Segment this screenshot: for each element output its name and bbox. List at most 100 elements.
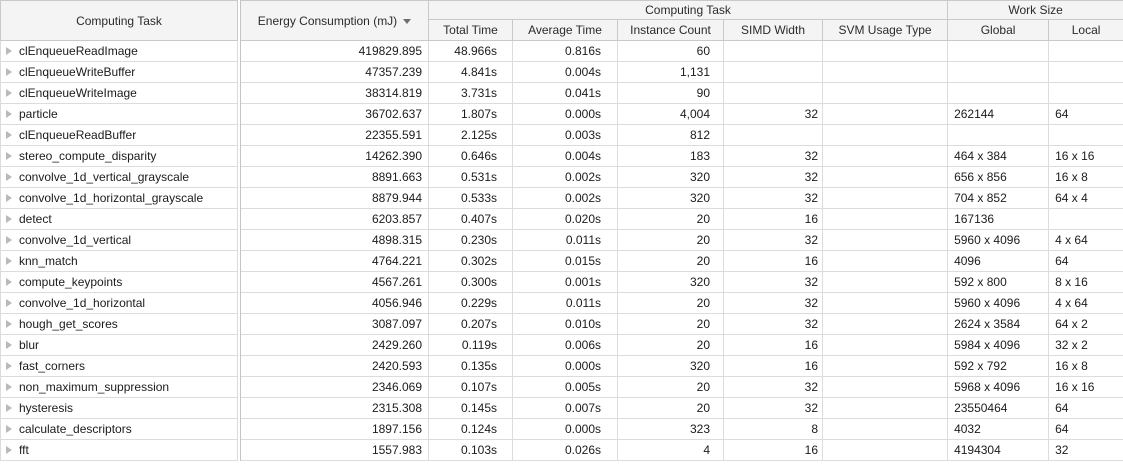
task-name-cell[interactable]: detect bbox=[0, 208, 238, 230]
task-name-cell[interactable]: stereo_compute_disparity bbox=[0, 145, 238, 167]
table-row[interactable]: clEnqueueReadImage 419829.895 48.966s 0.… bbox=[0, 40, 1123, 62]
task-name-cell[interactable]: convolve_1d_horizontal bbox=[0, 292, 238, 314]
local-work-size-cell: 16 x 16 bbox=[1048, 376, 1123, 398]
task-name-cell[interactable]: clEnqueueWriteImage bbox=[0, 82, 238, 104]
total-time-cell: 3.731s bbox=[428, 82, 513, 104]
expand-row-icon[interactable] bbox=[6, 215, 12, 223]
expand-row-icon[interactable] bbox=[6, 131, 12, 139]
simd-width-cell: 32 bbox=[723, 145, 823, 167]
group-header-computing-task: Computing Task bbox=[427, 0, 949, 20]
svm-usage-type-cell bbox=[821, 271, 949, 293]
task-name-cell[interactable]: particle bbox=[0, 103, 238, 125]
expand-row-icon[interactable] bbox=[6, 341, 12, 349]
expand-row-icon[interactable] bbox=[6, 68, 12, 76]
instance-count-cell: 183 bbox=[617, 145, 724, 167]
column-header-total-time[interactable]: Total Time bbox=[428, 19, 513, 41]
task-name-cell[interactable]: clEnqueueReadBuffer bbox=[0, 124, 238, 146]
task-name-label: particle bbox=[19, 107, 58, 121]
task-name-cell[interactable]: convolve_1d_horizontal_grayscale bbox=[0, 187, 238, 209]
table-row[interactable]: calculate_descriptors 1897.156 0.124s 0.… bbox=[0, 418, 1123, 440]
task-name-cell[interactable]: blur bbox=[0, 334, 238, 356]
table-row[interactable]: detect 6203.857 0.407s 0.020s 20 16 1671… bbox=[0, 208, 1123, 230]
table-row[interactable]: fast_corners 2420.593 0.135s 0.000s 320 … bbox=[0, 355, 1123, 377]
column-header-instance-count[interactable]: Instance Count bbox=[617, 19, 724, 41]
column-header-global[interactable]: Global bbox=[947, 19, 1050, 41]
total-time-cell: 0.229s bbox=[428, 292, 513, 314]
expand-row-icon[interactable] bbox=[6, 110, 12, 118]
local-work-size-cell: 32 x 2 bbox=[1048, 334, 1123, 356]
instance-count-cell: 20 bbox=[617, 313, 724, 335]
column-header-simd-width[interactable]: SIMD Width bbox=[723, 19, 823, 41]
task-name-cell[interactable]: convolve_1d_vertical_grayscale bbox=[0, 166, 238, 188]
task-name-cell[interactable]: compute_keypoints bbox=[0, 271, 238, 293]
task-name-label: non_maximum_suppression bbox=[19, 380, 170, 394]
expand-row-icon[interactable] bbox=[6, 194, 12, 202]
table-row[interactable]: blur 2429.260 0.119s 0.006s 20 16 5984 x… bbox=[0, 334, 1123, 356]
table-row[interactable]: convolve_1d_horizontal 4056.946 0.229s 0… bbox=[0, 292, 1123, 314]
expand-row-icon[interactable] bbox=[6, 299, 12, 307]
svm-usage-type-cell bbox=[821, 250, 949, 272]
task-name-cell[interactable]: hysteresis bbox=[0, 397, 238, 419]
expand-row-icon[interactable] bbox=[6, 47, 12, 55]
task-name-cell[interactable]: fast_corners bbox=[0, 355, 238, 377]
table-row[interactable]: hough_get_scores 3087.097 0.207s 0.010s … bbox=[0, 313, 1123, 335]
table-row[interactable]: clEnqueueWriteBuffer 47357.239 4.841s 0.… bbox=[0, 61, 1123, 83]
table-row[interactable]: clEnqueueWriteImage 38314.819 3.731s 0.0… bbox=[0, 82, 1123, 104]
global-work-size-cell bbox=[947, 82, 1050, 104]
simd-width-cell: 8 bbox=[723, 418, 823, 440]
instance-count-cell: 20 bbox=[617, 229, 724, 251]
local-work-size-cell bbox=[1048, 40, 1123, 62]
table-row[interactable]: hysteresis 2315.308 0.145s 0.007s 20 32 … bbox=[0, 397, 1123, 419]
total-time-cell: 0.103s bbox=[428, 439, 513, 461]
total-time-cell: 0.533s bbox=[428, 187, 513, 209]
expand-row-icon[interactable] bbox=[6, 278, 12, 286]
local-work-size-cell: 16 x 8 bbox=[1048, 166, 1123, 188]
global-work-size-cell: 592 x 800 bbox=[947, 271, 1050, 293]
column-header-energy-consumption[interactable]: Energy Consumption (mJ) bbox=[240, 0, 429, 41]
task-name-cell[interactable]: clEnqueueWriteBuffer bbox=[0, 61, 238, 83]
table-row[interactable]: convolve_1d_horizontal_grayscale 8879.94… bbox=[0, 187, 1123, 209]
column-header-svm-usage-type[interactable]: SVM Usage Type bbox=[821, 19, 949, 41]
average-time-cell: 0.002s bbox=[512, 166, 618, 188]
global-work-size-cell: 4032 bbox=[947, 418, 1050, 440]
svm-usage-type-cell bbox=[821, 103, 949, 125]
simd-width-cell: 32 bbox=[723, 271, 823, 293]
simd-width-cell: 32 bbox=[723, 103, 823, 125]
table-row[interactable]: compute_keypoints 4567.261 0.300s 0.001s… bbox=[0, 271, 1123, 293]
table-row[interactable]: particle 36702.637 1.807s 0.000s 4,004 3… bbox=[0, 103, 1123, 125]
column-header-computing-task[interactable]: Computing Task bbox=[0, 0, 238, 41]
table-row[interactable]: convolve_1d_vertical 4898.315 0.230s 0.0… bbox=[0, 229, 1123, 251]
expand-row-icon[interactable] bbox=[6, 446, 12, 454]
table-row[interactable]: clEnqueueReadBuffer 22355.591 2.125s 0.0… bbox=[0, 124, 1123, 146]
expand-row-icon[interactable] bbox=[6, 404, 12, 412]
average-time-cell: 0.011s bbox=[512, 229, 618, 251]
table-row[interactable]: convolve_1d_vertical_grayscale 8891.663 … bbox=[0, 166, 1123, 188]
task-name-cell[interactable]: convolve_1d_vertical bbox=[0, 229, 238, 251]
expand-row-icon[interactable] bbox=[6, 236, 12, 244]
table-row[interactable]: stereo_compute_disparity 14262.390 0.646… bbox=[0, 145, 1123, 167]
expand-row-icon[interactable] bbox=[6, 362, 12, 370]
table-row[interactable]: non_maximum_suppression 2346.069 0.107s … bbox=[0, 376, 1123, 398]
task-name-label: hysteresis bbox=[19, 401, 74, 415]
expand-row-icon[interactable] bbox=[6, 425, 12, 433]
sort-descending-icon[interactable] bbox=[403, 18, 412, 24]
task-name-cell[interactable]: clEnqueueReadImage bbox=[0, 40, 238, 62]
table-row[interactable]: knn_match 4764.221 0.302s 0.015s 20 16 4… bbox=[0, 250, 1123, 272]
expand-row-icon[interactable] bbox=[6, 383, 12, 391]
expand-row-icon[interactable] bbox=[6, 173, 12, 181]
task-name-cell[interactable]: non_maximum_suppression bbox=[0, 376, 238, 398]
svm-usage-type-cell bbox=[821, 334, 949, 356]
column-header-average-time[interactable]: Average Time bbox=[512, 19, 618, 41]
task-name-cell[interactable]: fft bbox=[0, 439, 238, 461]
expand-row-icon[interactable] bbox=[6, 320, 12, 328]
task-name-cell[interactable]: calculate_descriptors bbox=[0, 418, 238, 440]
total-time-cell: 0.145s bbox=[428, 397, 513, 419]
task-name-cell[interactable]: knn_match bbox=[0, 250, 238, 272]
expand-row-icon[interactable] bbox=[6, 89, 12, 97]
expand-row-icon[interactable] bbox=[6, 257, 12, 265]
column-header-local[interactable]: Local bbox=[1048, 19, 1123, 41]
expand-row-icon[interactable] bbox=[6, 152, 12, 160]
task-name-cell[interactable]: hough_get_scores bbox=[0, 313, 238, 335]
table-row[interactable]: fft 1557.983 0.103s 0.026s 4 16 4194304 … bbox=[0, 439, 1123, 461]
energy-consumption-cell: 4764.221 bbox=[240, 250, 429, 272]
